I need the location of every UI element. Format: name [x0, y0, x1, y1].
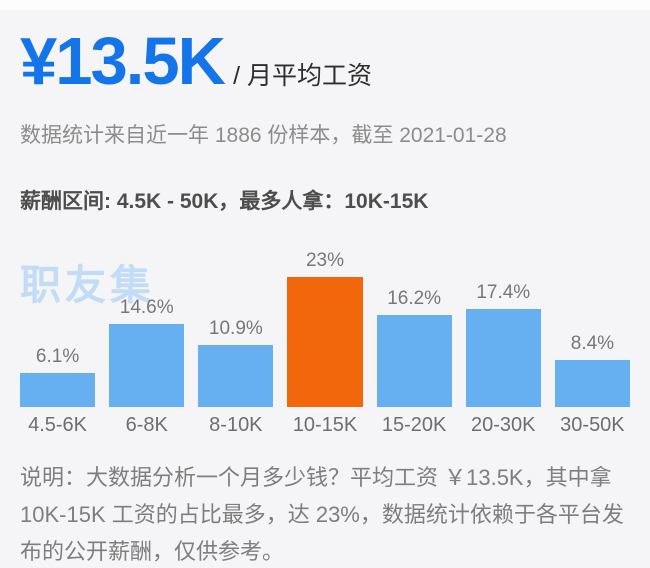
- headline: ¥13.5K / 月平均工资: [20, 24, 630, 99]
- average-salary-unit-label: / 月平均工资: [233, 62, 372, 90]
- sample-note: 数据统计来自近一年 1886 份样本，截至 2021-01-28: [20, 124, 507, 148]
- bar-value-label-30-50K: 8.4%: [570, 333, 615, 355]
- bar-category-label-6-8K: 6-8K: [125, 414, 168, 437]
- bar-value-label-8-10K: 10.9%: [208, 318, 263, 340]
- bar-column-15-20K: 16.2% 15-20K: [376, 247, 452, 437]
- bar-value-label-15-20K: 16.2%: [387, 288, 442, 310]
- average-salary-value: ¥13.5K: [20, 24, 226, 99]
- bar-column-4.5-6K: 6.1% 4.5-6K: [20, 247, 96, 437]
- bar-category-label-15-20K: 15-20K: [381, 414, 447, 437]
- bar-column-8-10K: 10.9% 8-10K: [198, 247, 274, 437]
- bar-column-30-50K: 8.4% 30-50K: [554, 247, 630, 437]
- bar-15-20K: [376, 315, 452, 408]
- chart-section: 职友集 6.1% 4.5-6K 14.6% 6-8K 10.9% 8-10K 23% 10-1…: [20, 247, 630, 437]
- watermark-text: 职友集: [20, 262, 155, 309]
- footnote-text: 说明：大数据分析一个月多少钱？平均工资 ￥13.5K，其中拿 10K-15K 工…: [20, 465, 624, 565]
- bar-10-15K: [287, 277, 363, 408]
- salary-range-summary: 薪酬区间: 4.5K - 50K，最多人拿：10K-15K: [20, 190, 429, 214]
- bar-value-label-10-15K: 23%: [305, 250, 344, 272]
- bar-category-label-30-50K: 30-50K: [560, 414, 625, 437]
- bar-30-50K: [554, 360, 630, 408]
- bar-6-8K: [109, 324, 185, 408]
- bar-4.5-6K: [20, 373, 96, 408]
- bar-column-6-8K: 14.6% 6-8K: [109, 247, 185, 437]
- bar-value-label-4.5-6K: 6.1%: [35, 346, 80, 368]
- bar-20-30K: [465, 309, 541, 408]
- bar-category-label-8-10K: 8-10K: [209, 414, 263, 437]
- bar-category-label-20-30K: 20-30K: [471, 414, 536, 437]
- bar-column-10-15K: 23% 10-15K: [287, 247, 363, 437]
- bar-value-label-20-30K: 17.4%: [476, 282, 531, 304]
- bar-8-10K: [198, 345, 274, 408]
- top-strip: [0, 0, 650, 10]
- bar-category-label-4.5-6K: 4.5-6K: [28, 414, 88, 437]
- bar-value-label-6-8K: 14.6%: [119, 297, 174, 319]
- bar-category-label-10-15K: 10-15K: [292, 414, 358, 437]
- bar-column-20-30K: 17.4% 20-30K: [465, 247, 541, 437]
- salary-bar-chart: 6.1% 4.5-6K 14.6% 6-8K 10.9% 8-10K 23% 10-15K 16…: [20, 247, 630, 437]
